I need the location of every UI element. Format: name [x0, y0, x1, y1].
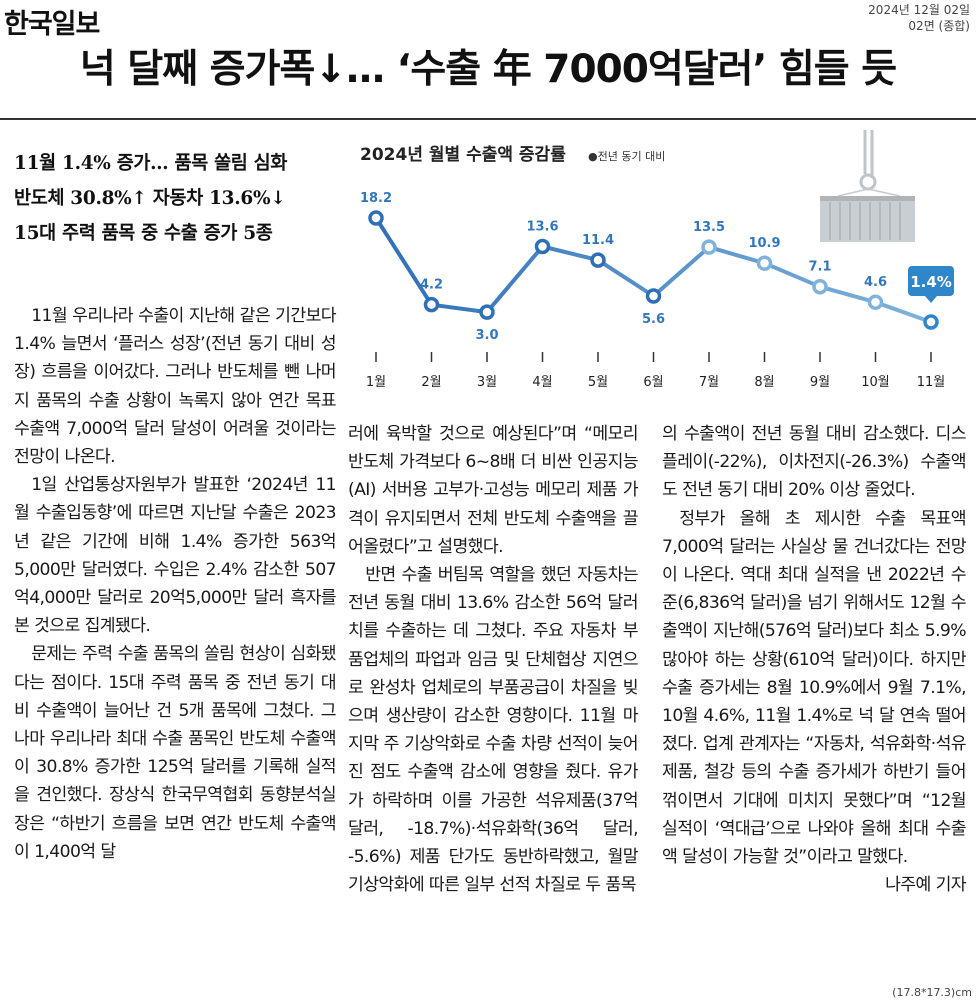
chart-labels: 18.2 4.2 3.0 13.6 11.4 5.6 13.5 10.9 7.1 4.6 1.4% [360, 191, 954, 343]
article-column-1: 11월 우리나라 수출이 지난해 같은 기간보다 1.4% 늘면서 ‘플러스 성… [14, 302, 337, 866]
data-point [867, 294, 884, 310]
x-tick-label: 9월 [810, 375, 830, 390]
x-tick-label: 7월 [699, 375, 719, 390]
dateline: 2024년 12월 02일 02면 (종합) [868, 2, 970, 34]
data-point [590, 252, 606, 268]
x-tick-label: 5월 [588, 375, 608, 390]
subhead: 15대 주력 품목 중 수출 증가 5종 [14, 223, 273, 244]
data-point [368, 210, 384, 226]
data-label: 3.0 [475, 328, 498, 343]
data-label: 4.6 [864, 275, 887, 290]
paragraph: 의 수출액이 전년 동월 대비 감소했다. 디스플레이(-22%), 이차전지(… [662, 424, 967, 501]
paragraph: 1일 산업통상자원부가 발표한 ‘2024년 11월 수출입동향’에 따르면 지… [14, 475, 337, 637]
paragraph: 반면 수출 버팀목 역할을 했던 자동차는 전년 동월 대비 13.6% 감소한… [348, 565, 639, 896]
highlight-label-box [908, 266, 954, 296]
x-tick-label: 2월 [421, 375, 441, 390]
article-column-3: 의 수출액이 전년 동월 대비 감소했다. 디스플레이(-22%), 이차전지(… [662, 420, 967, 899]
highlight-label-pointer [925, 296, 937, 303]
chart-legend: ●전년 동기 대비 [588, 150, 665, 163]
data-point [479, 304, 495, 320]
data-label: 5.6 [642, 312, 665, 327]
paragraph: 러에 육박할 것으로 예상된다”며 “메모리 반도체 가격보다 6~8배 더 비… [348, 424, 639, 557]
byline: 나주예 기자 [885, 875, 967, 896]
x-tick-label: 1월 [366, 375, 386, 390]
x-tick-label: 4월 [532, 375, 552, 390]
data-label: 1.4% [910, 273, 952, 291]
page-section: 02면 (종합) [908, 19, 970, 33]
chart-points [368, 210, 939, 330]
data-point [923, 314, 939, 330]
subheads: 11월 1.4% 증가… 품목 쏠림 심화 반도체 30.8%↑ 자동차 13.… [14, 146, 354, 251]
data-point [423, 296, 440, 313]
data-label: 4.2 [420, 278, 443, 293]
data-label: 13.5 [693, 220, 725, 235]
x-tick-label: 10월 [861, 375, 890, 390]
headline-rule [0, 118, 976, 120]
data-point [812, 278, 828, 295]
export-growth-chart: 2024년 월별 수출액 증감률 ●전년 동기 대비 1월 2월 3월 4월 5월 6월 7… [360, 130, 954, 390]
paragraph: 문제는 주력 수출 품목의 쏠림 현상이 심화됐다는 점이다. 15대 주력 품… [14, 644, 337, 862]
subhead: 11월 1.4% 증가… 품목 쏠림 심화 [14, 153, 288, 174]
x-tick-label: 11월 [917, 375, 946, 390]
data-label: 18.2 [360, 191, 392, 206]
paragraph: 11월 우리나라 수출이 지난해 같은 기간보다 1.4% 늘면서 ‘플러스 성… [14, 306, 337, 468]
x-tick-label: 8월 [754, 375, 774, 390]
newspaper-logo: 한국일보 [4, 9, 100, 40]
container-crane-icon [820, 130, 915, 242]
headline: 넉 달째 증가폭↓… ‘수출 年 7000억달러’ 힘들 듯 [79, 47, 897, 92]
data-label: 10.9 [748, 236, 780, 251]
data-point [645, 288, 662, 304]
data-point [756, 255, 773, 271]
paragraph: 정부가 올해 초 제시한 수출 목표액 7,000억 달러는 사실상 물 건너갔… [662, 508, 967, 868]
article-column-2: 러에 육박할 것으로 예상된다”며 “메모리 반도체 가격보다 6~8배 더 비… [348, 420, 639, 899]
data-label: 11.4 [582, 233, 614, 248]
subhead: 반도체 30.8%↑ 자동차 13.6%↓ [14, 188, 286, 209]
masthead: 한국일보 2024년 12월 02일 02면 (종합) [0, 0, 976, 40]
data-label: 7.1 [808, 260, 831, 275]
publish-date: 2024년 12월 02일 [868, 3, 970, 17]
x-tick-label: 6월 [643, 375, 663, 390]
size-note: (17.8*17.3)cm [892, 986, 972, 999]
chart-title: 2024년 월별 수출액 증감률 [360, 145, 566, 165]
data-label: 13.6 [526, 219, 558, 234]
chart-x-axis: 1월 2월 3월 4월 5월 6월 7월 8월 9월 10월 11월 [366, 352, 945, 390]
x-tick-label: 3월 [477, 375, 497, 390]
data-point [701, 239, 717, 255]
data-point [534, 238, 551, 255]
